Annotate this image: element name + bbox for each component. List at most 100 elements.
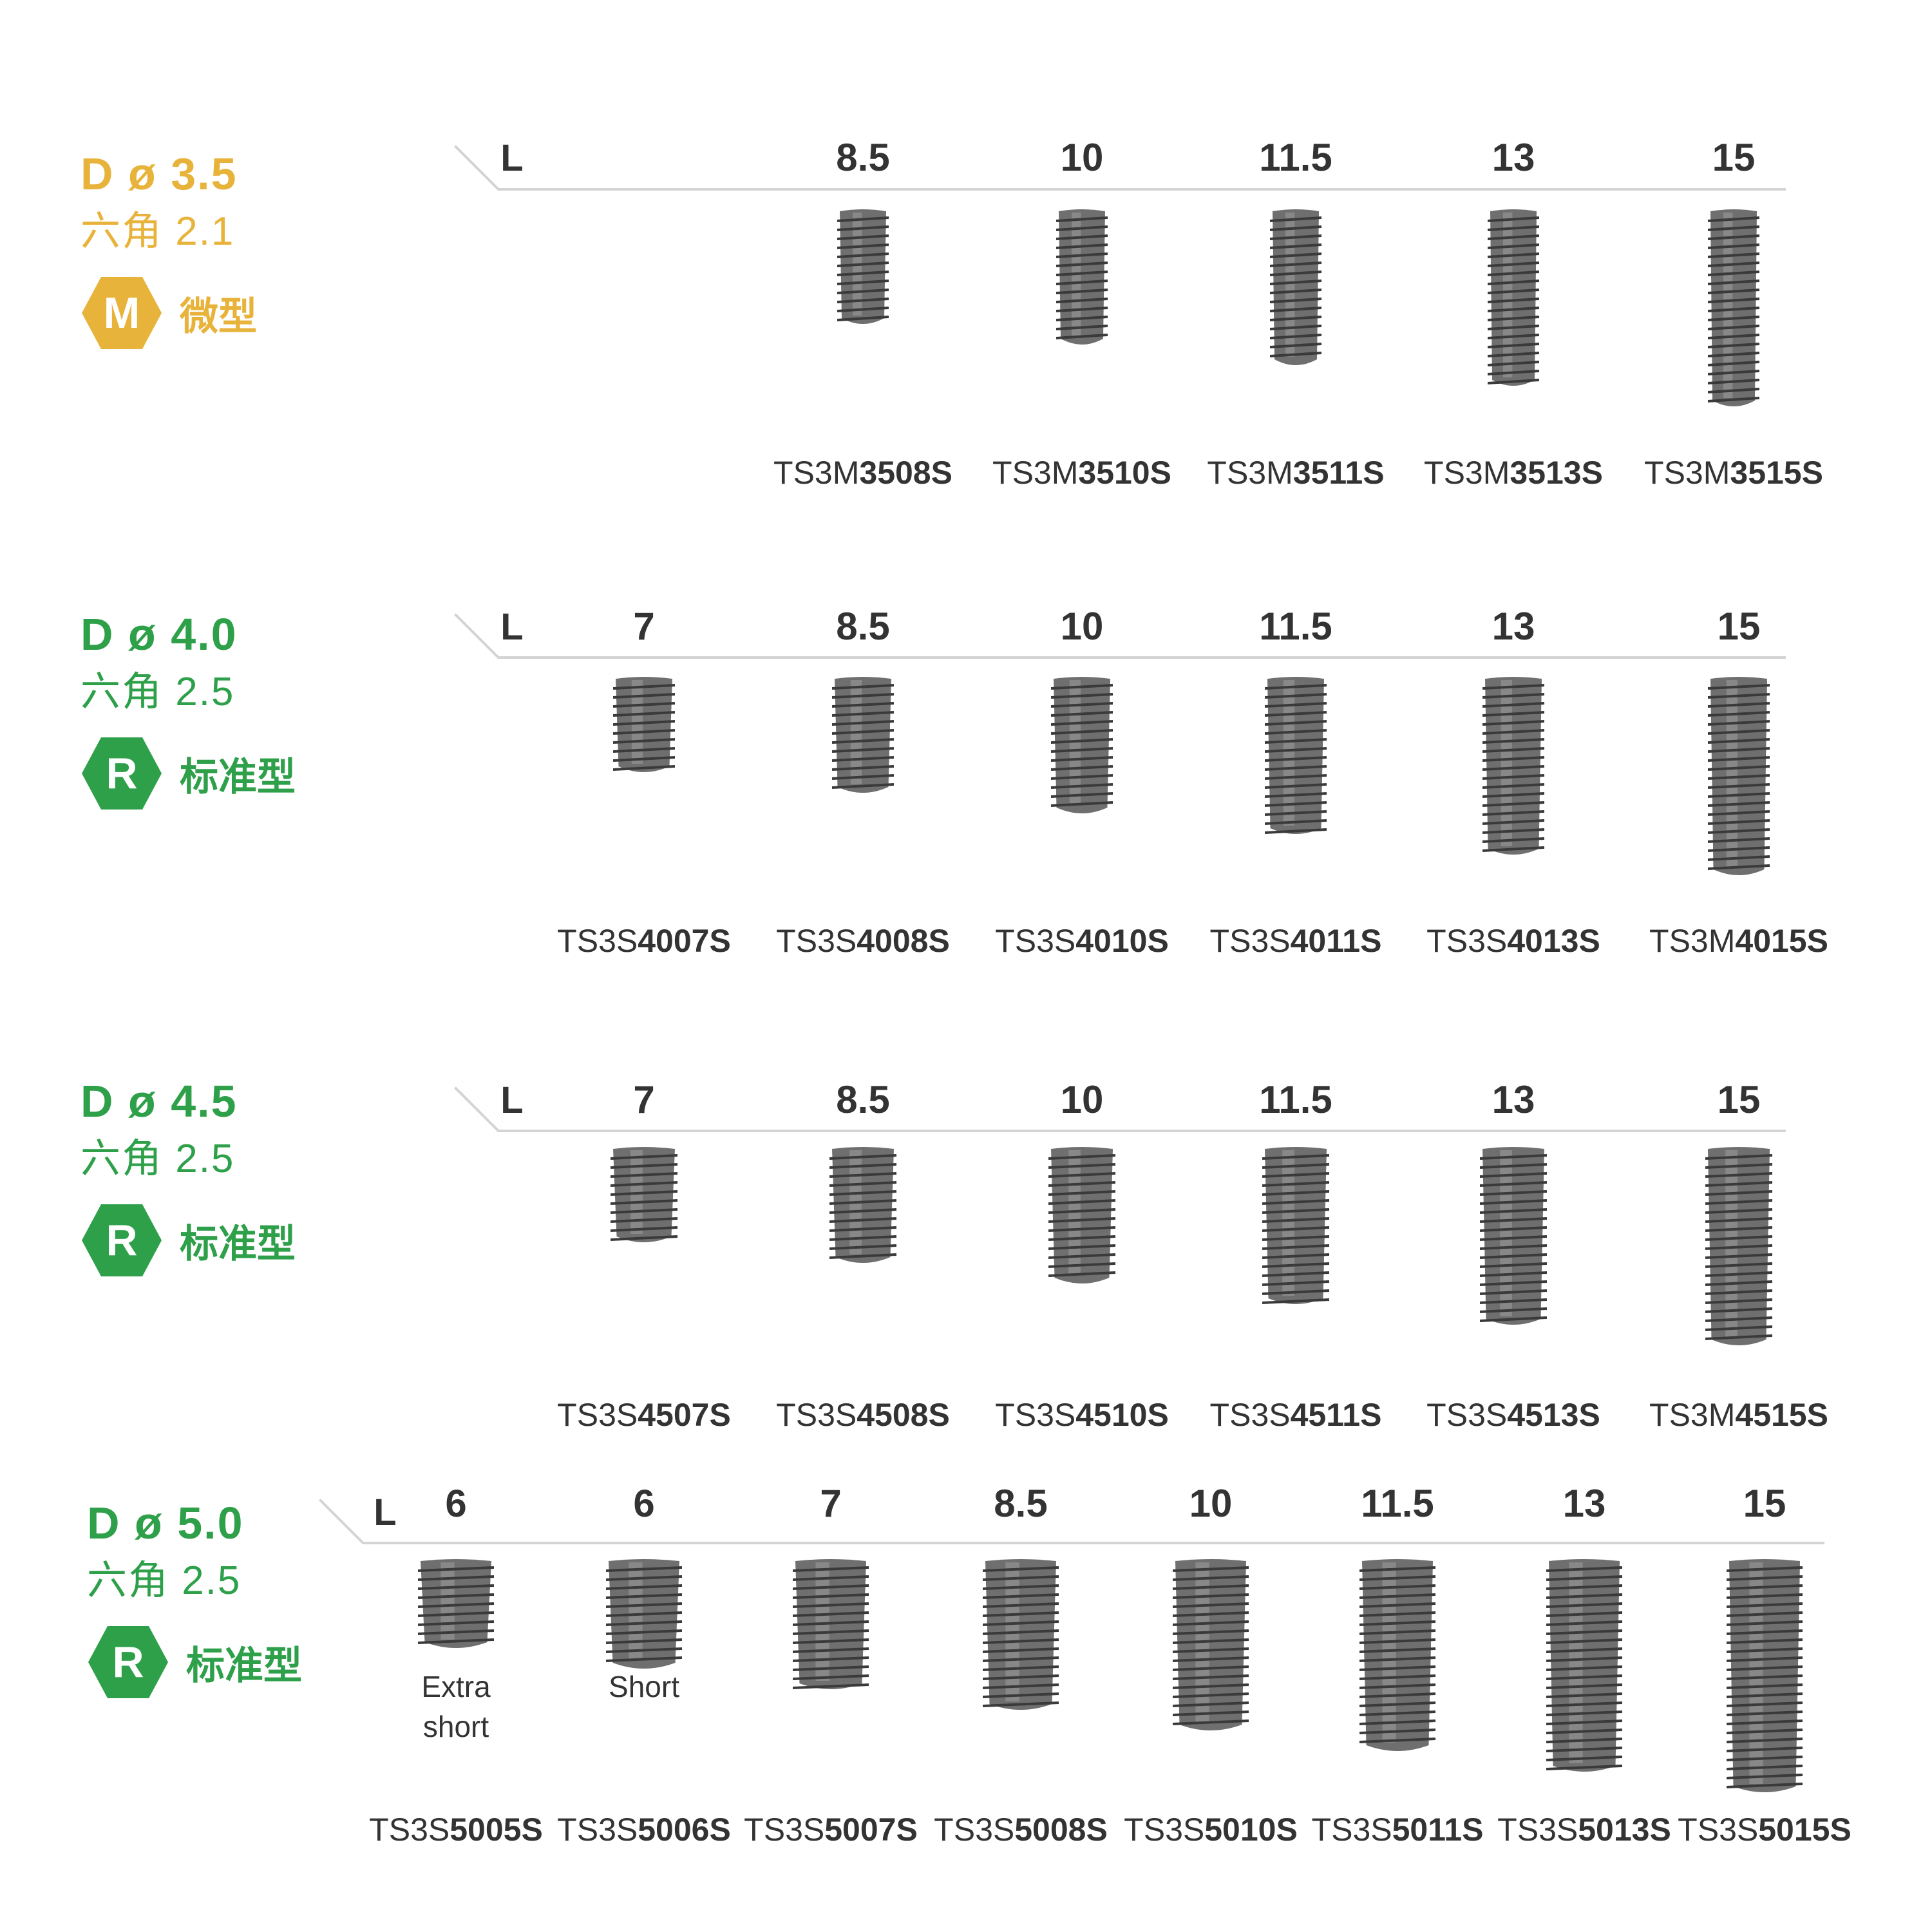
header-rule [498, 1130, 1786, 1132]
hexagon-badge-icon: R [80, 732, 163, 815]
product-code-number: 4013S [1507, 923, 1600, 959]
product-code-number: 4011S [1290, 923, 1382, 959]
product-code-number: 4007S [638, 923, 731, 959]
implant-note: Short [609, 1670, 679, 1703]
length-value: 11.5 [1259, 1078, 1332, 1121]
type-label: 标准型 [180, 1222, 296, 1265]
implant-icon [792, 1557, 869, 1698]
implant-icon [1056, 207, 1108, 354]
type-badge-row: R 标准型 [87, 1621, 302, 1703]
implant-icon [1172, 1557, 1249, 1739]
implant-icon [605, 1557, 683, 1678]
badge-letter: M [103, 289, 140, 337]
length-value: 10 [1060, 605, 1104, 648]
length-axis-label: L [500, 606, 524, 648]
length-value: 13 [1562, 1482, 1606, 1525]
product-code: TS3M4015S [1649, 922, 1828, 960]
diameter-label: D ø 3.5 [80, 149, 238, 199]
product-code-prefix: TS3S [1426, 1397, 1508, 1433]
product-code: TS3S4008S [776, 922, 950, 960]
length-axis-label: L [374, 1492, 397, 1533]
product-code-prefix: TS3S [1497, 1812, 1578, 1848]
length-value: 10 [1189, 1482, 1233, 1525]
implant-icon [417, 1557, 495, 1657]
product-code: TS3M4515S [1649, 1396, 1828, 1434]
hexagon-badge-icon: R [87, 1621, 169, 1703]
spec-block: D ø 5.0 六角 2.5 R 标准型 [87, 1497, 302, 1703]
product-code: TS3S5011S [1312, 1811, 1484, 1848]
product-code-prefix: TS3M [992, 455, 1079, 491]
product-code-number: 5011S [1392, 1812, 1484, 1848]
product-code-prefix: TS3S [369, 1812, 450, 1848]
implant-icon [837, 207, 889, 333]
product-code-prefix: TS3S [557, 1397, 638, 1433]
product-code-number: 4507S [638, 1397, 731, 1433]
product-code-number: 5007S [824, 1812, 918, 1848]
product-code-prefix: TS3S [1124, 1812, 1205, 1848]
product-code-number: 3510S [1078, 455, 1171, 491]
implant-icon [612, 675, 676, 781]
header-slant-line [454, 1086, 500, 1132]
length-value: 6 [445, 1482, 467, 1525]
implant-icon [1269, 207, 1322, 374]
diameter-label: D ø 4.5 [80, 1076, 238, 1126]
length-value: 8.5 [836, 136, 890, 179]
type-badge-row: R 标准型 [80, 1199, 296, 1282]
hexagon-badge-icon: M [80, 272, 163, 354]
product-code-number: 5010S [1204, 1812, 1298, 1848]
spec-block: D ø 4.0 六角 2.5 R 标准型 [80, 609, 296, 815]
implant-icon [1359, 1557, 1436, 1760]
header-rule [498, 188, 1786, 191]
product-code-number: 4008S [857, 923, 950, 959]
product-code-prefix: TS3S [1678, 1812, 1759, 1848]
hexagon-badge-icon: R [80, 1199, 163, 1282]
implant-icon [1707, 207, 1760, 415]
product-code: TS3S4510S [995, 1396, 1169, 1434]
hex-label: 六角 2.5 [80, 670, 235, 714]
product-code-prefix: TS3S [776, 1397, 857, 1433]
product-code-prefix: TS3S [934, 1812, 1015, 1848]
product-code-prefix: TS3M [1644, 455, 1730, 491]
product-code-prefix: TS3S [557, 1812, 638, 1848]
length-value: 13 [1492, 136, 1535, 179]
product-code: TS3S5006S [557, 1811, 731, 1848]
hex-label: 六角 2.1 [80, 209, 235, 254]
product-code: TS3S4508S [776, 1396, 950, 1434]
product-code-number: 4508S [857, 1397, 950, 1433]
length-value: 15 [1717, 1078, 1761, 1121]
implant-icon [1705, 1145, 1773, 1354]
length-value: 15 [1717, 605, 1761, 648]
product-code-number: 3515S [1730, 455, 1823, 491]
header-rule [498, 656, 1786, 659]
spec-block: D ø 4.5 六角 2.5 R 标准型 [80, 1075, 296, 1282]
implant-icon [1482, 675, 1545, 864]
header-slant-line [319, 1499, 365, 1544]
length-value: 13 [1492, 605, 1535, 648]
length-value: 13 [1492, 1078, 1535, 1121]
length-value: 7 [820, 1482, 842, 1525]
product-code-prefix: TS3S [776, 923, 857, 959]
header-slant-line [454, 613, 500, 659]
product-code-prefix: TS3S [1426, 923, 1508, 959]
product-code-number: 4010S [1075, 923, 1169, 959]
implant-icon [829, 1145, 897, 1272]
length-value: 7 [633, 605, 655, 648]
diameter-label: D ø 4.0 [80, 609, 238, 659]
product-code: TS3S5015S [1678, 1811, 1852, 1848]
length-value: 8.5 [836, 605, 890, 648]
product-code-prefix: TS3S [1209, 1397, 1291, 1433]
product-code: TS3M3513S [1424, 454, 1603, 491]
product-code: TS3S4010S [995, 922, 1169, 960]
length-value: 11.5 [1361, 1482, 1434, 1525]
product-code-prefix: TS3S [1209, 923, 1291, 959]
product-code-prefix: TS3M [773, 455, 860, 491]
product-code-number: 4015S [1735, 923, 1828, 959]
implant-icon [1048, 1145, 1116, 1293]
product-code-prefix: TS3M [1207, 455, 1293, 491]
badge-letter: R [106, 1216, 138, 1265]
product-code-number: 4511S [1290, 1397, 1382, 1433]
product-code: TS3S4007S [557, 922, 731, 960]
product-code-prefix: TS3S [557, 923, 638, 959]
header-rule [363, 1542, 1824, 1544]
product-code: TS3S5008S [934, 1811, 1108, 1848]
